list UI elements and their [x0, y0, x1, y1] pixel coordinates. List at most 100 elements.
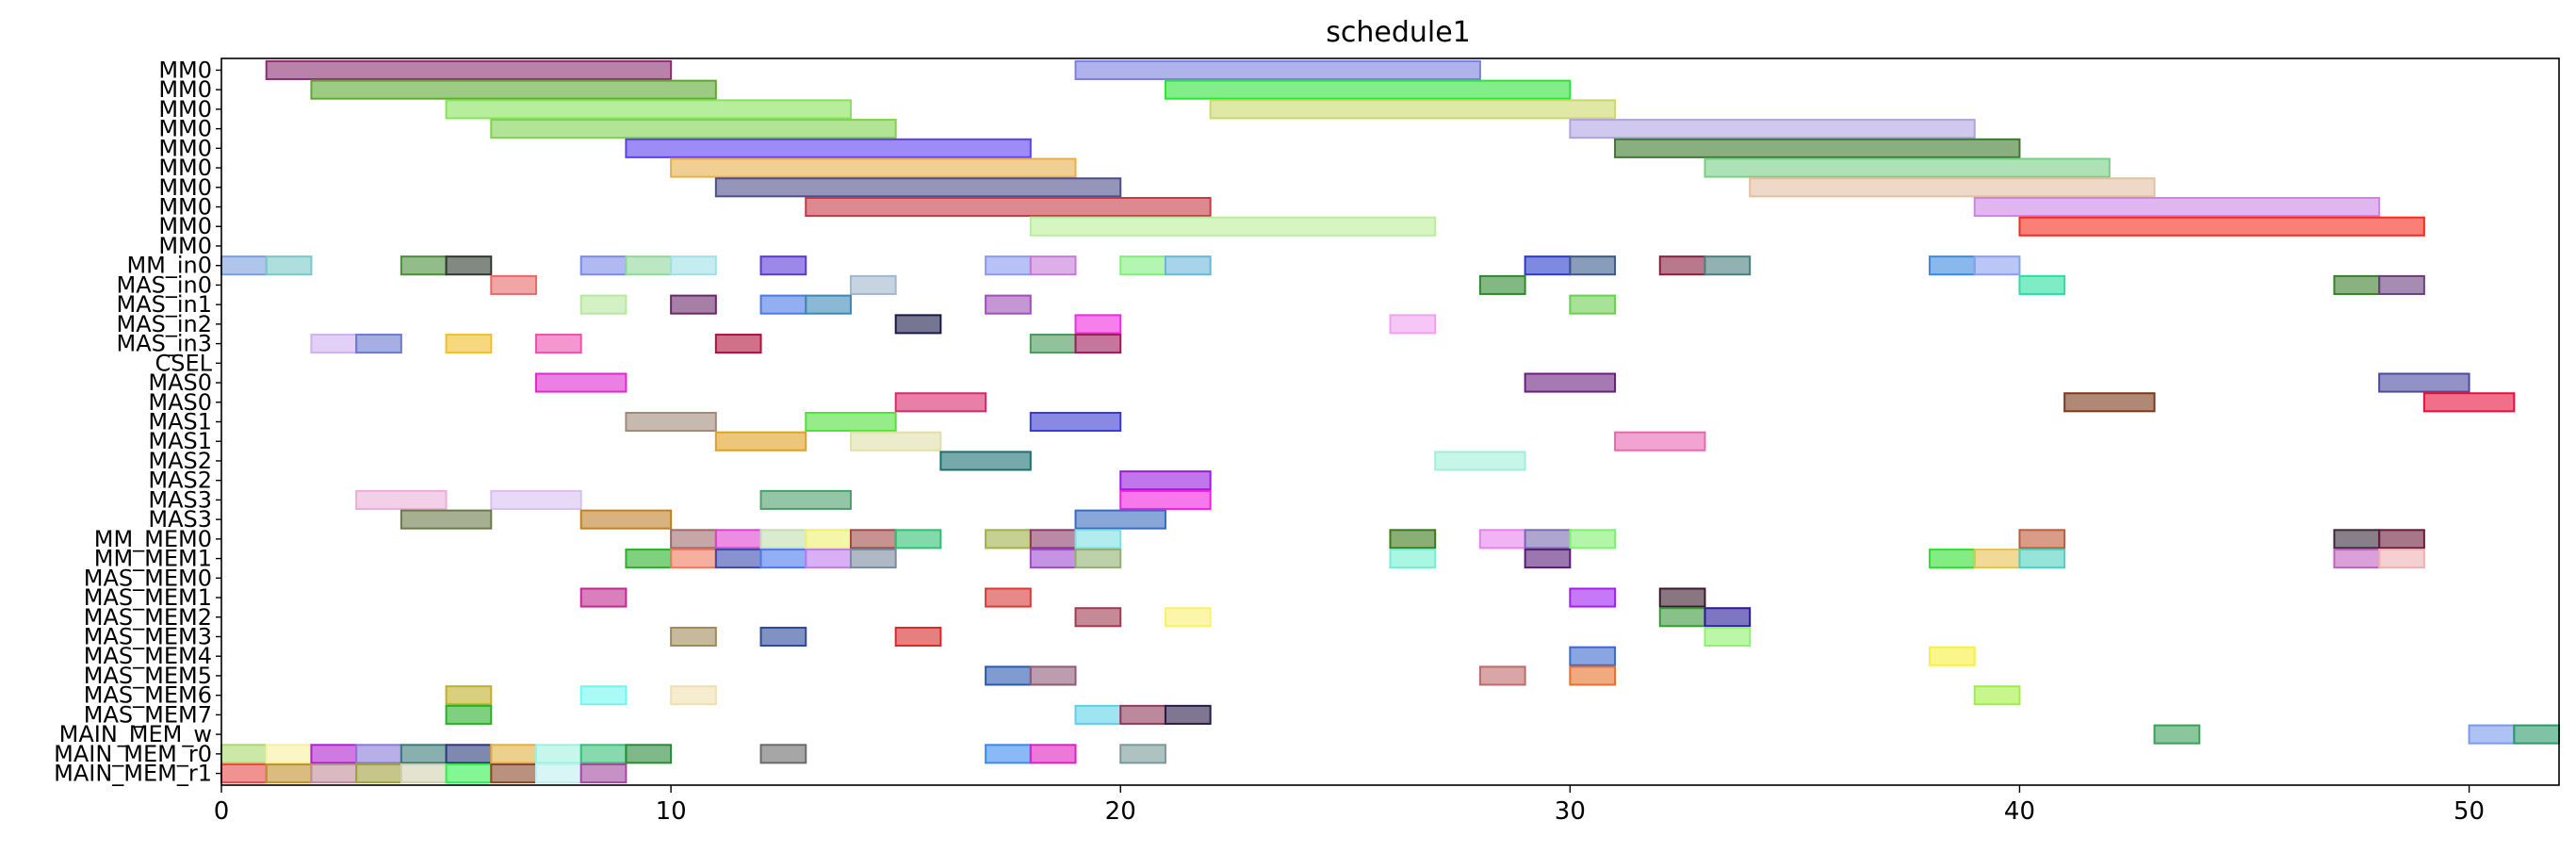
gantt-bar — [759, 626, 807, 648]
gantt-bar — [849, 549, 897, 569]
gantt-bar — [1973, 685, 2021, 706]
gantt-bar — [490, 119, 897, 139]
y-tick-label: MM0 — [158, 233, 212, 259]
gantt-bar — [985, 587, 1032, 608]
y-tick-label: MAS_in0 — [116, 271, 212, 298]
y-tick-label: CSEL — [155, 350, 212, 376]
gantt-bar — [985, 255, 1032, 276]
gantt-bar — [1614, 138, 2021, 158]
gantt-bar — [759, 744, 807, 764]
y-tick-label: MAS_MEM0 — [84, 565, 212, 591]
gantt-bar — [310, 763, 358, 784]
gantt-bar — [579, 685, 628, 706]
gantt-bar — [265, 744, 313, 764]
gantt-bar — [399, 744, 448, 764]
gantt-bar — [1478, 274, 1526, 295]
gantt-bar — [1074, 509, 1166, 530]
y-tick-label: MAS_MEM5 — [84, 663, 212, 689]
gantt-bar — [625, 744, 673, 764]
gantt-bar — [805, 411, 897, 433]
y-tick-label: MAS_MEM2 — [84, 604, 212, 631]
gantt-bar — [670, 255, 717, 276]
gantt-bar — [2422, 392, 2516, 413]
gantt-bar — [2018, 549, 2066, 569]
y-tick-label: MAS0 — [148, 389, 212, 416]
gantt-bar — [805, 549, 852, 569]
gantt-bar — [579, 587, 628, 608]
gantt-bar — [849, 529, 897, 550]
gantt-bar — [1973, 255, 2021, 276]
gantt-bar — [2333, 274, 2381, 295]
gantt-bar — [1569, 646, 1617, 666]
x-tick-label: 30 — [1555, 797, 1586, 826]
gantt-bar — [1929, 646, 1976, 666]
gantt-bar — [2018, 274, 2066, 295]
gantt-bar — [579, 294, 628, 315]
gantt-bar — [1029, 665, 1077, 686]
gantt-bar — [985, 294, 1032, 315]
gantt-bar — [894, 529, 942, 550]
y-tick-label: MM0 — [158, 155, 212, 181]
gantt-bar — [1434, 451, 1526, 471]
gantt-bar — [759, 294, 807, 315]
gantt-bar — [1164, 255, 1212, 276]
gantt-bar — [1074, 334, 1122, 354]
gantt-bar — [220, 763, 268, 784]
gantt-bar — [1029, 529, 1077, 550]
gantt-bar — [759, 489, 852, 510]
gantt-bar — [805, 529, 852, 550]
gantt-bar — [714, 334, 762, 354]
gantt-bar — [1029, 549, 1077, 569]
y-tick-label: MAS_MEM4 — [84, 643, 212, 669]
gantt-bar — [1704, 607, 1752, 628]
gantt-bar — [490, 744, 537, 764]
gantt-bar — [1119, 489, 1212, 510]
gantt-bar — [1478, 529, 1526, 550]
gantt-bar — [2333, 549, 2381, 569]
gantt-bar — [355, 334, 402, 354]
gantt-bar — [1658, 607, 1706, 628]
gantt-bar — [445, 99, 852, 120]
gantt-bar — [2018, 529, 2066, 550]
gantt-bar — [445, 763, 493, 784]
y-tick-label: MAS_MEM6 — [84, 682, 212, 709]
gantt-bar — [670, 626, 717, 648]
gantt-bar — [1524, 529, 1572, 550]
gantt-bar — [1704, 626, 1752, 648]
gantt-bar — [399, 763, 448, 784]
gantt-bar — [490, 763, 537, 784]
gantt-bar — [1074, 314, 1122, 335]
y-tick-label: MAS1 — [148, 428, 212, 454]
y-tick-label: MM0 — [158, 174, 212, 201]
gantt-bar — [579, 509, 673, 530]
gantt-bar — [2378, 274, 2425, 295]
gantt-bar — [1704, 157, 2111, 178]
gantt-bar — [2378, 529, 2425, 550]
gantt-bar — [1704, 255, 1752, 276]
gantt-bar — [1029, 255, 1077, 276]
gantt-bar — [1658, 587, 1706, 608]
gantt-bar — [445, 255, 493, 276]
gantt-bar — [2018, 216, 2425, 237]
gantt-bar — [714, 529, 762, 550]
gantt-bar — [310, 744, 358, 764]
gantt-bar — [1029, 216, 1437, 237]
y-tick-label: MM0 — [158, 194, 212, 221]
y-tick-label: MM0 — [158, 96, 212, 123]
plot-frame — [220, 57, 2560, 786]
gantt-bar — [985, 744, 1032, 764]
gantt-bar — [1929, 549, 1976, 569]
gantt-bar — [805, 294, 852, 315]
gantt-bar — [1569, 294, 1617, 315]
gantt-bar — [534, 334, 582, 354]
gantt-bar — [265, 763, 313, 784]
gantt-bar — [445, 334, 493, 354]
gantt-bar — [625, 549, 673, 569]
gantt-bar — [894, 392, 987, 413]
y-tick-label: MM0 — [158, 76, 212, 103]
gantt-bar — [1074, 59, 1481, 80]
gantt-bar — [355, 744, 402, 764]
gantt-bar — [490, 489, 582, 510]
x-axis: 0 10 20 30 40 50 — [214, 785, 2485, 826]
